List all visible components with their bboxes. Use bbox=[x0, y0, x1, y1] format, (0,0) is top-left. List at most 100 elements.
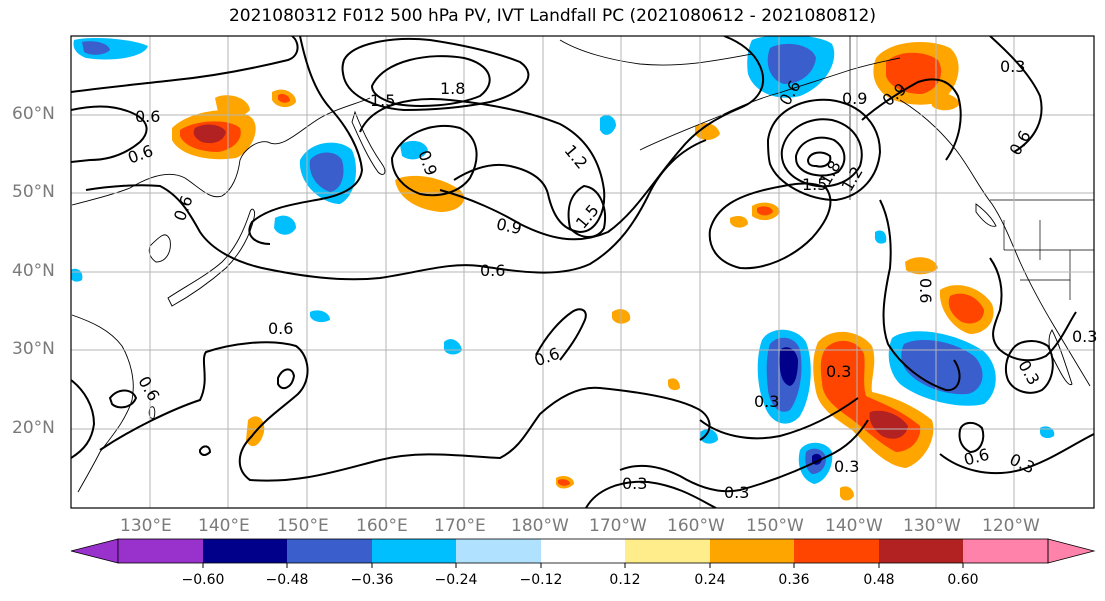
contour-line bbox=[806, 151, 832, 168]
border-us-states bbox=[1003, 220, 1094, 300]
lon-label-170w: 170°W bbox=[589, 516, 647, 536]
colorbar-extend-high bbox=[1047, 538, 1096, 564]
coastline-japan bbox=[167, 208, 255, 307]
pv-positive-area bbox=[730, 216, 748, 228]
contour-line bbox=[248, 36, 364, 245]
contour-line bbox=[958, 422, 985, 454]
coastline-kamchatka bbox=[351, 110, 386, 175]
contour-line bbox=[939, 433, 1094, 475]
pv-positive-area bbox=[869, 410, 908, 439]
coastline-alaska bbox=[639, 57, 901, 151]
pv-positive-area bbox=[695, 123, 720, 140]
contour-label: 0.9 bbox=[495, 214, 524, 238]
lon-label-170e: 170°E bbox=[434, 516, 486, 536]
contour-line bbox=[989, 36, 1043, 153]
colorbar-swatch bbox=[456, 539, 541, 563]
pv-negative-area bbox=[82, 41, 110, 55]
contour-line bbox=[780, 118, 863, 188]
contour-label: 0.3 bbox=[834, 457, 859, 476]
lon-label-150e: 150°E bbox=[277, 516, 329, 536]
contour-label: 0.6 bbox=[268, 319, 293, 338]
gridlines bbox=[71, 36, 1094, 508]
contour-line bbox=[108, 389, 138, 409]
contour-line bbox=[85, 139, 707, 281]
colorbar-tick-label: 0.36 bbox=[778, 572, 810, 588]
contour-label: 0.9 bbox=[842, 89, 867, 108]
colorbar-tick-label: 0.24 bbox=[694, 572, 726, 588]
pv-positive-area bbox=[215, 95, 250, 117]
pv-positive-area bbox=[558, 479, 570, 486]
contour-label: 1.5 bbox=[802, 175, 827, 194]
pv-positive-area bbox=[668, 378, 680, 391]
coastline-taiwan bbox=[148, 406, 156, 419]
colorbar-swatch bbox=[541, 539, 625, 563]
pv-positive-area bbox=[840, 486, 854, 501]
contour-label: 0.3 bbox=[826, 362, 851, 381]
pv-negative-area bbox=[767, 43, 816, 84]
contour-line bbox=[794, 136, 846, 177]
colorbar-swatch bbox=[710, 539, 794, 563]
pv-negative-area bbox=[274, 215, 296, 235]
lat-label-50n: 50°N bbox=[12, 182, 55, 202]
plot-title: 2021080312 F012 500 hPa PV, IVT Landfall… bbox=[228, 6, 876, 26]
pv-negative-area bbox=[310, 310, 330, 323]
lon-label-150w: 150°W bbox=[746, 516, 804, 536]
contour-line bbox=[989, 257, 1077, 362]
contour-line bbox=[699, 397, 859, 440]
lon-label-130e: 130°E bbox=[120, 516, 172, 536]
contour-line bbox=[359, 98, 606, 234]
political-borders bbox=[849, 36, 1094, 300]
contour-line bbox=[619, 419, 869, 493]
colorbar-tick-label: −0.24 bbox=[434, 572, 478, 588]
lon-label-140w: 140°W bbox=[825, 516, 883, 536]
lon-label-120w: 120°W bbox=[982, 516, 1040, 536]
pv-negative-area bbox=[901, 340, 983, 395]
colorbar-swatch bbox=[963, 539, 1048, 563]
contour-line bbox=[71, 105, 148, 163]
lat-label-60n: 60°N bbox=[12, 104, 55, 124]
pv-negative-area bbox=[874, 230, 887, 244]
contour-line bbox=[766, 98, 882, 202]
colorbar bbox=[70, 538, 1096, 568]
colorbar-tick-label: −0.12 bbox=[519, 572, 563, 588]
pv-negative-area bbox=[444, 339, 462, 355]
contour-label: 0.6 bbox=[480, 261, 505, 280]
coastline-china bbox=[71, 314, 134, 493]
plot-frame bbox=[70, 35, 1095, 509]
pv-shading bbox=[71, 36, 1055, 501]
lon-label-160e: 160°E bbox=[356, 516, 408, 536]
pv-negative-area bbox=[400, 140, 428, 160]
lat-label-40n: 40°N bbox=[12, 261, 55, 281]
coastline-vancouver-island bbox=[975, 203, 997, 227]
contour-line bbox=[439, 36, 765, 241]
lon-label-160w: 160°W bbox=[667, 516, 725, 536]
colorbar-swatch bbox=[794, 539, 879, 563]
colorbar-outline bbox=[117, 538, 1049, 564]
colorbar-swatch bbox=[118, 539, 203, 563]
contour-label: 1.8 bbox=[440, 79, 465, 98]
contour-line bbox=[341, 38, 530, 112]
pv-positive-area bbox=[886, 52, 942, 94]
pv-positive-area bbox=[278, 93, 290, 103]
colorbar-swatch bbox=[625, 539, 710, 563]
contour-line bbox=[861, 78, 962, 161]
colorbar-tick-label: −0.36 bbox=[350, 572, 394, 588]
colorbar-tick-label: 0.12 bbox=[609, 572, 641, 588]
lon-label-140e: 140°E bbox=[198, 516, 250, 536]
colorbar-swatch bbox=[203, 539, 287, 563]
contour-line bbox=[370, 55, 491, 107]
pv-negative-area bbox=[700, 429, 718, 444]
pv-negative-area bbox=[309, 152, 344, 192]
colorbar-swatch bbox=[372, 539, 456, 563]
contour-label: 0.3 bbox=[754, 392, 779, 411]
colorbar-swatch bbox=[287, 539, 372, 563]
contour-line bbox=[99, 341, 711, 482]
coastline-na-west bbox=[899, 99, 1091, 387]
colorbar-tick-label: 0.48 bbox=[863, 572, 895, 588]
colorbar-tick-label: −0.48 bbox=[265, 572, 309, 588]
contour-line bbox=[1004, 340, 1054, 394]
lon-label-180w: 180°W bbox=[511, 516, 569, 536]
contour-line bbox=[71, 379, 96, 459]
colorbar-tick-label: 0.60 bbox=[947, 572, 979, 588]
